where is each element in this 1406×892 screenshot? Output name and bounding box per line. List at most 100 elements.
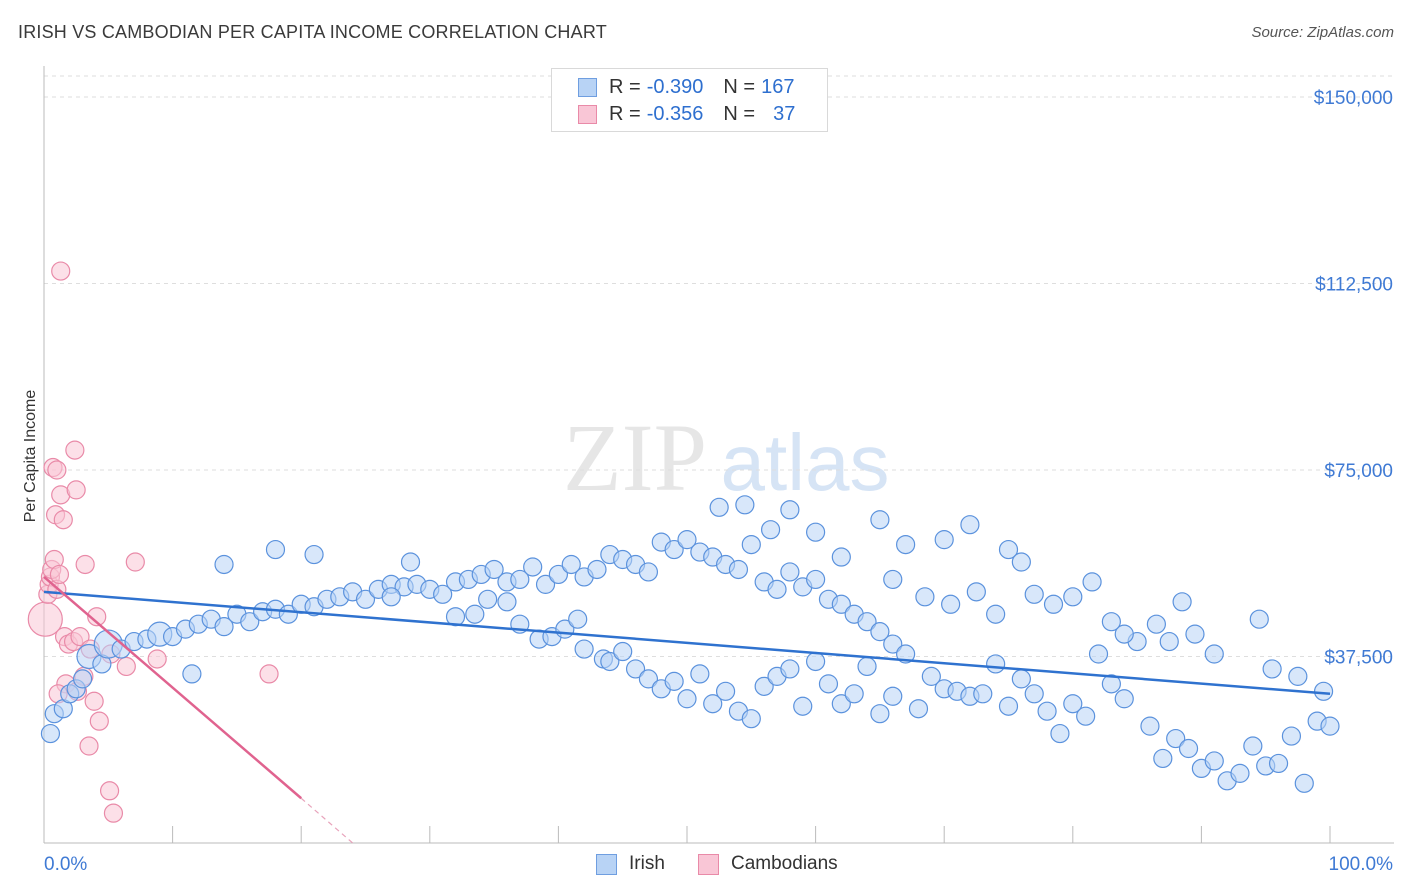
cambodians-points xyxy=(27,261,279,823)
irish-point xyxy=(1011,669,1031,689)
irish-point xyxy=(760,520,781,540)
irish-point xyxy=(1178,738,1199,759)
legend-r-value: -0.356 xyxy=(646,102,704,125)
cambodians-point xyxy=(147,649,167,669)
irish-point xyxy=(1185,624,1205,644)
irish-swatch xyxy=(596,853,617,875)
stats-legend: R = -0.390 N = 167 R = -0.356 N = 37 xyxy=(551,68,828,132)
cambodians-point xyxy=(87,607,107,627)
y-axis-label: Per Capita Income xyxy=(22,390,39,523)
cambodians-legend-label: Cambodians xyxy=(731,853,838,874)
irish-point xyxy=(240,612,260,632)
irish-point xyxy=(1037,701,1057,721)
irish-point xyxy=(1088,644,1109,664)
irish-point xyxy=(728,559,749,580)
irish-point xyxy=(703,694,723,714)
irish-point xyxy=(1050,723,1070,744)
irish-point xyxy=(973,684,993,704)
irish-point xyxy=(214,554,234,575)
irish-point xyxy=(793,696,813,716)
cambodians-point xyxy=(49,564,70,585)
irish-point xyxy=(1268,753,1289,774)
irish-point xyxy=(381,587,401,607)
irish-point xyxy=(883,634,903,654)
irish-point xyxy=(857,612,877,632)
irish-point xyxy=(40,723,61,744)
irish-point xyxy=(182,664,202,684)
legend-swatch-irish xyxy=(578,77,597,97)
irish-legend-label: Irish xyxy=(629,853,665,874)
chart-title: IRISH VS CAMBODIAN PER CAPITA INCOME COR… xyxy=(18,22,607,42)
irish-point xyxy=(523,557,543,577)
irish-point xyxy=(1159,631,1179,652)
irish-point xyxy=(690,664,710,684)
irish-point xyxy=(960,515,980,535)
irish-point xyxy=(638,669,659,689)
series-legend-irish[interactable]: Irish xyxy=(596,851,665,877)
irish-point xyxy=(574,639,594,659)
cambodians-trend-extension xyxy=(300,797,354,844)
irish-point xyxy=(780,659,800,679)
irish-point xyxy=(998,696,1019,716)
irish-point xyxy=(1172,592,1192,612)
cambodians-point xyxy=(75,554,95,575)
irish-point xyxy=(754,676,774,696)
irish-point xyxy=(465,604,485,624)
irish-point xyxy=(805,651,826,672)
trend-lines xyxy=(43,575,1331,844)
cambodians-point xyxy=(79,736,99,756)
irish-point xyxy=(625,659,646,679)
legend-n-value: 167 xyxy=(761,75,795,98)
irish-point xyxy=(986,604,1006,624)
irish-point xyxy=(1204,751,1224,771)
legend-r-label: R = xyxy=(609,102,641,125)
irish-point xyxy=(805,569,826,590)
irish-point xyxy=(433,584,453,604)
irish-point xyxy=(664,671,684,691)
irish-point xyxy=(870,622,890,642)
irish-point xyxy=(1011,552,1031,572)
irish-point xyxy=(1320,716,1340,736)
legend-row-cambodians: R = -0.356 N = 37 xyxy=(578,102,795,126)
legend-r-label: R = xyxy=(609,75,641,98)
irish-point xyxy=(1114,624,1134,644)
legend-r-value: -0.390 xyxy=(646,75,704,98)
irish-point xyxy=(638,562,659,582)
cambodians-point xyxy=(66,480,86,500)
irish-point xyxy=(1230,763,1250,783)
tick-labels: $37,500 $75,000 $112,500 $150,000 0.0% 100.0% xyxy=(44,88,1393,875)
irish-point xyxy=(715,681,736,701)
irish-point xyxy=(677,689,697,709)
y-tick-label: $37,500 xyxy=(1324,648,1393,669)
irish-point xyxy=(1262,659,1282,679)
legend-row-irish: R = -0.390 N = 167 xyxy=(578,75,794,99)
irish-point xyxy=(1024,684,1044,704)
irish-point xyxy=(767,579,787,599)
irish-point xyxy=(844,684,864,704)
irish-point xyxy=(915,587,935,607)
cambodians-point xyxy=(125,552,145,572)
irish-point xyxy=(677,530,697,550)
irish-point xyxy=(1288,666,1308,686)
cambodians-point xyxy=(259,664,279,684)
cambodians-point xyxy=(116,656,136,677)
irish-point xyxy=(870,704,890,724)
irish-point xyxy=(735,495,755,515)
irish-point xyxy=(355,589,376,609)
irish-point xyxy=(1114,689,1134,709)
series-legend-cambodians[interactable]: Cambodians xyxy=(698,851,838,877)
x-tick-label-min: 0.0% xyxy=(44,854,87,875)
irish-point xyxy=(1166,728,1186,749)
irish-point xyxy=(1101,612,1121,632)
irish-point xyxy=(484,559,504,580)
irish-point xyxy=(908,699,929,719)
cambodians-point xyxy=(65,440,85,460)
y-tick-label: $75,000 xyxy=(1324,461,1393,482)
irish-point xyxy=(896,534,916,555)
legend-n-label: N = xyxy=(723,75,756,98)
irish-point xyxy=(780,500,800,520)
irish-point xyxy=(535,574,556,594)
cambodians-point xyxy=(51,261,71,281)
irish-point xyxy=(831,694,851,714)
irish-point xyxy=(1153,748,1173,769)
